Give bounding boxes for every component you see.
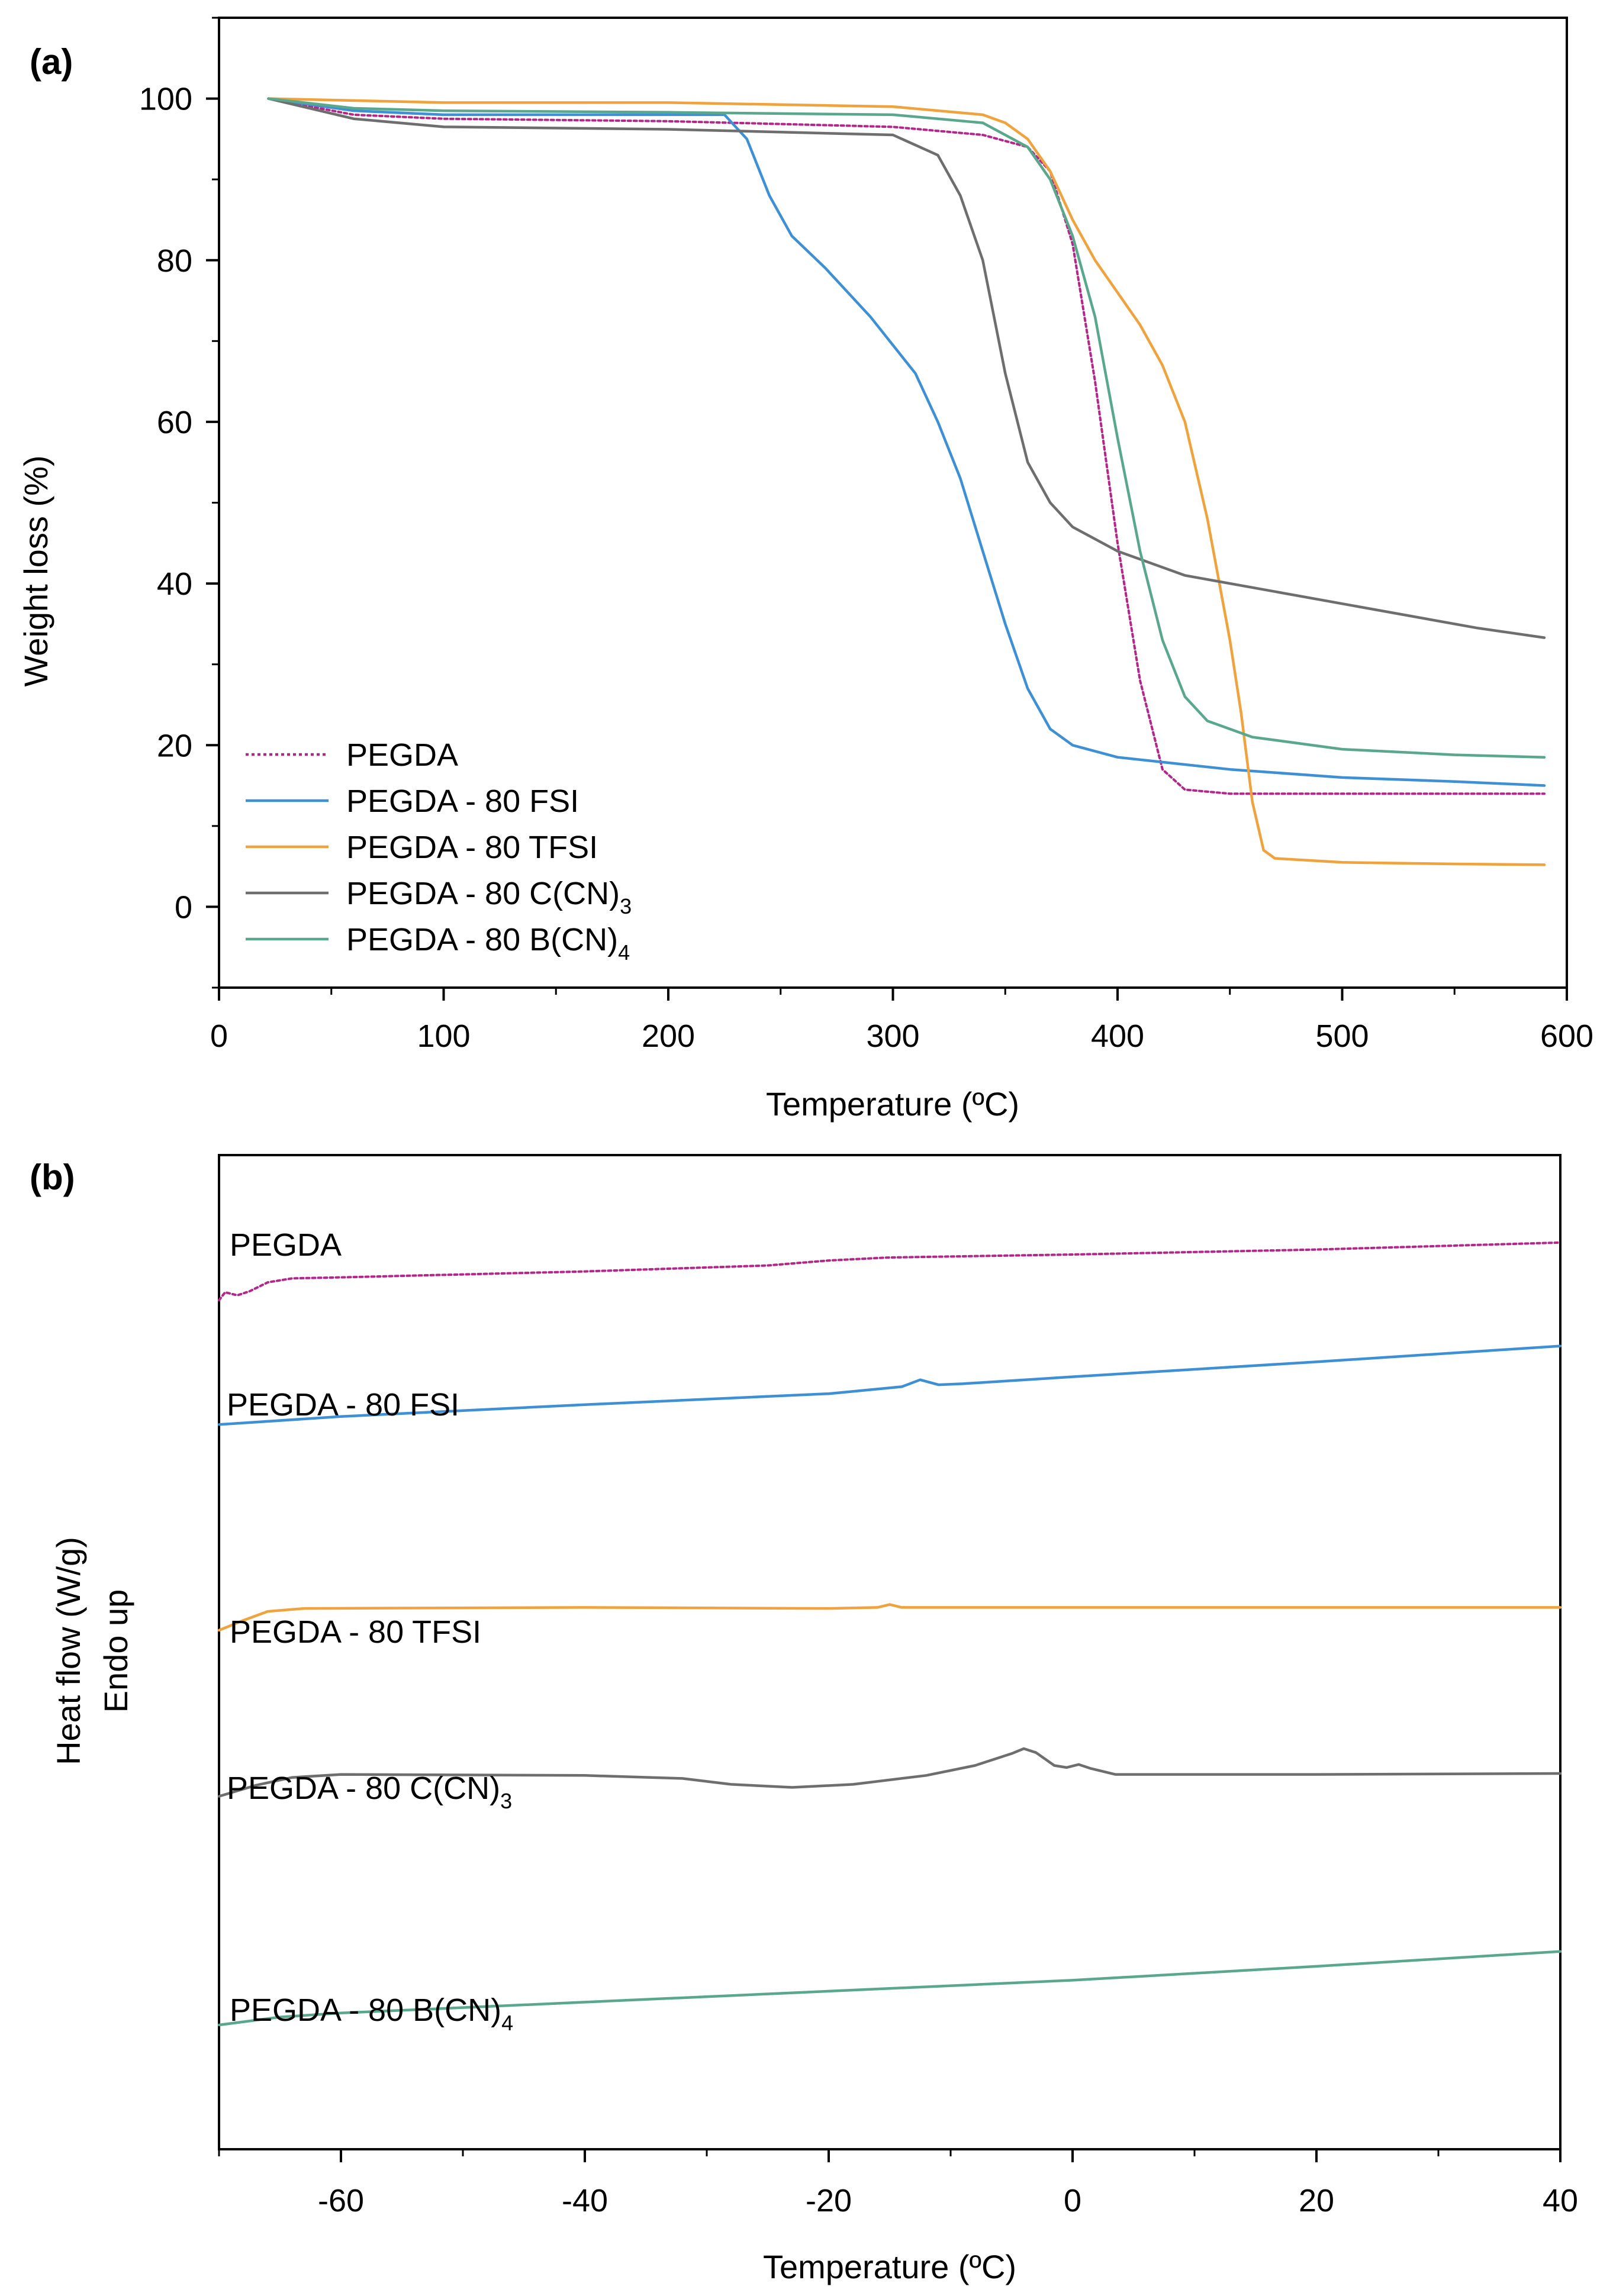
dsc-label-pegda-80-fsi: PEGDA - 80 FSI <box>227 1387 459 1423</box>
x-tick-label-b: 20 <box>1299 2183 1334 2218</box>
legend-label-pegda-80-b-cn-4-subscript: 4 <box>618 940 630 965</box>
legend-label-pegda-80-c-cn-3-subscript: 3 <box>620 894 632 918</box>
x-tick-label-b: 40 <box>1543 2183 1578 2218</box>
y-tick-label-a: 60 <box>157 405 192 440</box>
axis-ticks-b: -60 -40 -20 0 20 40 <box>218 2149 1578 2218</box>
x-tick-label-a: 500 <box>1315 1018 1369 1054</box>
tga-curve-pegda-80-tfsi <box>267 97 1546 866</box>
tga-panel: (a) 0 100 200 300 400 500 600 0 20 40 60 80 100 PEGD… <box>17 17 1593 1123</box>
tga-curve-pegda-80-b-cn-4 <box>267 97 1546 759</box>
x-axis-title-a: Temperature (ºC) <box>766 1085 1019 1123</box>
y-tick-label-a: 40 <box>157 566 192 602</box>
x-tick-label-b: -60 <box>318 2183 364 2218</box>
curve-labels-b: PEGDA PEGDA - 80 FSI PEGDA - 80 TFSI PEGDA … <box>227 1227 513 2035</box>
dsc-label-pegda-80-c-cn-3: PEGDA - 80 C(CN)3 <box>227 1771 512 1813</box>
dsc-curve-pegda <box>218 1241 1562 1302</box>
legend-a: PEGDA PEGDA - 80 FSI PEGDA - 80 TFSI PEGDA … <box>246 737 632 965</box>
legend-label-pegda-80-b-cn-4: PEGDA - 80 B(CN)4 <box>346 922 630 965</box>
panel-a-label: (a) <box>30 42 73 82</box>
x-tick-label-b: -40 <box>562 2183 608 2218</box>
y-axis-title-b-line1: Heat flow (W/g) <box>50 1537 87 1765</box>
x-tick-label-b: -20 <box>806 2183 852 2218</box>
plot-area-b <box>217 1241 1562 2027</box>
dsc-label-pegda-80-b-cn-4: PEGDA - 80 B(CN)4 <box>230 1992 513 2035</box>
legend-label-pegda: PEGDA <box>346 737 458 773</box>
x-tick-label-b: 0 <box>1064 2183 1081 2218</box>
y-axis-title-b-line2: Endo up <box>97 1589 134 1713</box>
axis-ticks-a: 0 100 200 300 400 500 600 0 20 40 60 80 100 <box>139 17 1593 1054</box>
y-tick-label-a: 0 <box>175 889 192 925</box>
dsc-label-pegda-80-b-cn-4-subscript: 4 <box>501 2011 513 2035</box>
tga-curve-pegda <box>267 97 1546 795</box>
x-tick-label-a: 100 <box>417 1018 470 1054</box>
legend-label-pegda-80-tfsi: PEGDA - 80 TFSI <box>346 830 598 865</box>
y-axis-title-a: Weight loss (%) <box>17 455 54 686</box>
tga-curve-pegda-80-fsi <box>267 97 1546 787</box>
dsc-curve-pegda-80-c-cn-3 <box>217 1747 1562 1798</box>
dsc-curve-pegda-80-fsi <box>217 1344 1562 1426</box>
tga-curve-pegda-80-c-cn-3 <box>267 97 1546 639</box>
x-axis-title-b: Temperature (ºC) <box>763 2248 1016 2285</box>
plot-frame-b <box>218 1154 1562 2150</box>
dsc-label-pegda-80-c-cn-3-subscript: 3 <box>500 1789 512 1813</box>
y-tick-label-a: 20 <box>157 728 192 763</box>
panel-b-label: (b) <box>30 1157 75 1197</box>
y-tick-label-a: 100 <box>139 82 192 117</box>
x-tick-label-a: 400 <box>1091 1018 1144 1054</box>
x-tick-label-a: 300 <box>866 1018 919 1054</box>
legend-label-pegda-80-fsi: PEGDA - 80 FSI <box>346 783 579 819</box>
x-tick-label-a: 600 <box>1540 1018 1593 1054</box>
x-tick-label-a: 200 <box>642 1018 695 1054</box>
dsc-label-pegda-80-tfsi: PEGDA - 80 TFSI <box>230 1614 481 1650</box>
legend-label-pegda-80-c-cn-3: PEGDA - 80 C(CN)3 <box>346 876 632 918</box>
dsc-label-pegda: PEGDA <box>230 1227 342 1263</box>
x-tick-label-a: 0 <box>210 1018 228 1054</box>
plot-area-a <box>267 97 1546 866</box>
dsc-curve-pegda-80-b-cn-4 <box>217 1950 1562 2027</box>
dsc-curve-pegda-80-tfsi <box>217 1603 1562 1632</box>
y-tick-label-a: 80 <box>157 243 192 279</box>
